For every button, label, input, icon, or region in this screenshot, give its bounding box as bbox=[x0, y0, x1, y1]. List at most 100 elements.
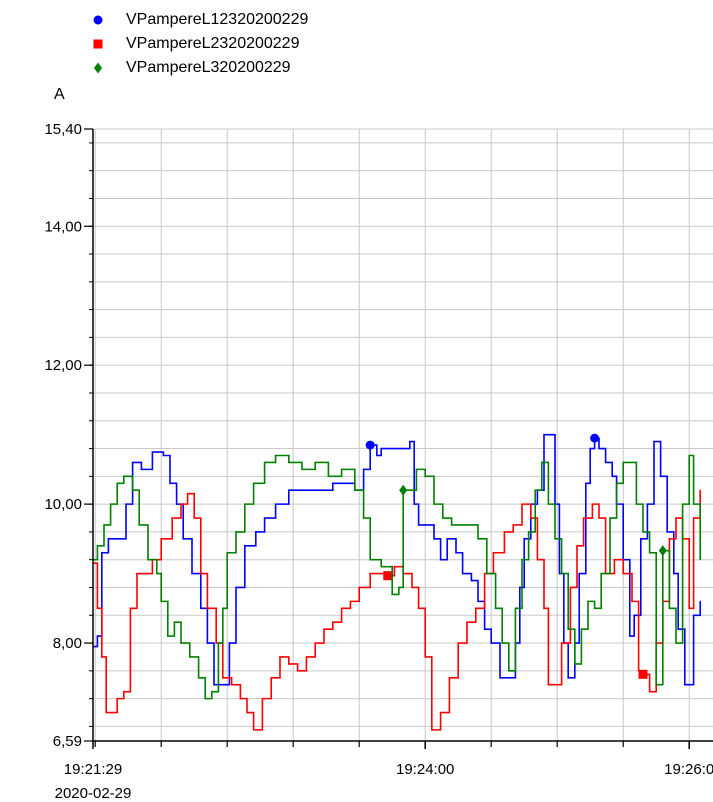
data-point bbox=[512, 524, 514, 526]
data-point bbox=[455, 552, 457, 554]
data-point bbox=[415, 468, 417, 470]
data-point bbox=[116, 698, 118, 700]
data-point bbox=[666, 531, 668, 533]
data-point bbox=[314, 642, 316, 644]
data-point bbox=[466, 621, 468, 623]
data-point bbox=[591, 503, 594, 505]
data-point bbox=[675, 642, 677, 644]
data-point bbox=[105, 711, 107, 714]
data-point bbox=[96, 607, 98, 609]
data-point bbox=[457, 642, 459, 644]
data-point bbox=[363, 517, 365, 519]
data-point bbox=[433, 538, 435, 540]
data-point bbox=[380, 572, 382, 575]
data-point bbox=[501, 642, 503, 644]
series-marker bbox=[658, 545, 667, 557]
legend: VPampereL12320200229 VPampereL2320200229 V… bbox=[90, 8, 308, 80]
data-point bbox=[611, 475, 613, 477]
data-point bbox=[578, 572, 580, 575]
data-point bbox=[231, 684, 233, 686]
data-point bbox=[589, 447, 591, 450]
data-point bbox=[424, 475, 426, 477]
data-point bbox=[160, 538, 162, 540]
data-point bbox=[341, 607, 343, 609]
data-point bbox=[171, 517, 173, 519]
data-point bbox=[668, 538, 671, 540]
data-point bbox=[226, 552, 228, 554]
series-line bbox=[93, 490, 701, 731]
data-point bbox=[125, 503, 127, 505]
data-point bbox=[508, 670, 510, 672]
data-point bbox=[288, 663, 290, 665]
data-point bbox=[156, 572, 158, 575]
data-point bbox=[398, 586, 400, 589]
data-point bbox=[275, 503, 277, 505]
y-tick-label: 6,59 bbox=[53, 733, 82, 750]
data-point bbox=[96, 545, 98, 547]
data-point bbox=[567, 628, 569, 630]
data-point bbox=[204, 698, 206, 700]
axes: 15,40 14,00 12,00 10,00 8,00 6,59 19:21:29 2020… bbox=[44, 121, 713, 802]
data-point bbox=[646, 503, 649, 505]
data-point bbox=[503, 531, 505, 533]
data-point bbox=[275, 454, 277, 457]
legend-label: VPampereL320200229 bbox=[126, 59, 291, 76]
legend-marker-shape bbox=[94, 62, 102, 74]
data-point bbox=[598, 447, 600, 450]
data-point bbox=[688, 607, 690, 609]
data-point bbox=[675, 517, 677, 519]
data-point bbox=[448, 677, 450, 679]
legend-item: VPampereL2320200229 bbox=[90, 32, 308, 56]
data-point bbox=[585, 482, 587, 484]
data-point bbox=[380, 447, 382, 450]
y-tick-label: 10,00 bbox=[44, 496, 82, 513]
data-point bbox=[121, 538, 123, 540]
data-point bbox=[543, 607, 545, 609]
data-point bbox=[187, 493, 189, 495]
data-point bbox=[649, 552, 651, 554]
data-point bbox=[244, 545, 246, 547]
data-point bbox=[484, 628, 486, 630]
data-point bbox=[176, 503, 178, 505]
data-point bbox=[609, 517, 611, 519]
data-point bbox=[521, 559, 523, 561]
data-point bbox=[622, 572, 624, 575]
data-point bbox=[224, 684, 226, 686]
data-point bbox=[239, 698, 241, 700]
data-point bbox=[103, 524, 105, 526]
data-point bbox=[349, 600, 351, 602]
data-point bbox=[536, 559, 539, 561]
data-point bbox=[393, 566, 395, 568]
data-point bbox=[193, 517, 195, 519]
data-point bbox=[693, 503, 695, 505]
data-point bbox=[393, 447, 395, 450]
data-point bbox=[451, 524, 453, 526]
data-point bbox=[107, 538, 109, 540]
data-point bbox=[574, 663, 576, 665]
data-point bbox=[631, 600, 633, 602]
data-point bbox=[101, 552, 103, 554]
data-point bbox=[629, 461, 631, 464]
data-point bbox=[484, 572, 486, 575]
data-point bbox=[699, 489, 701, 491]
data-point bbox=[561, 572, 563, 575]
data-point bbox=[677, 628, 679, 630]
data-point bbox=[649, 691, 651, 693]
data-point bbox=[211, 691, 213, 693]
data-point bbox=[191, 572, 193, 575]
data-point bbox=[123, 475, 125, 477]
legend-item: VPampereL12320200229 bbox=[90, 8, 308, 32]
data-point bbox=[418, 607, 420, 609]
data-point bbox=[668, 607, 671, 609]
data-point bbox=[253, 482, 255, 484]
data-point bbox=[147, 559, 149, 561]
data-point bbox=[235, 586, 237, 589]
data-point bbox=[530, 517, 532, 519]
data-point bbox=[110, 503, 112, 505]
data-point bbox=[217, 642, 219, 644]
data-point bbox=[332, 621, 334, 623]
data-point bbox=[477, 538, 479, 540]
circle-marker-icon bbox=[90, 12, 106, 28]
data-point bbox=[167, 635, 169, 637]
data-point bbox=[327, 475, 329, 477]
